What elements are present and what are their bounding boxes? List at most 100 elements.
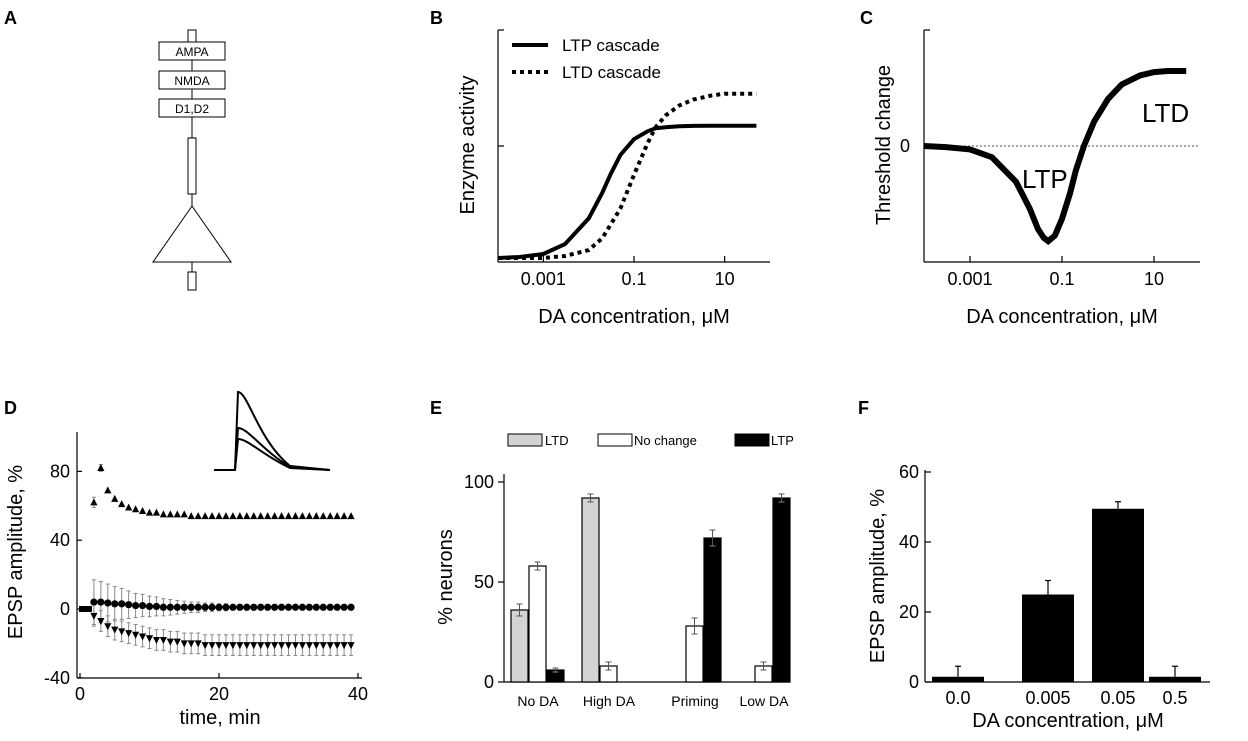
epsp-trace-medium xyxy=(234,426,331,471)
potentiated-point xyxy=(145,508,154,516)
depressed-point xyxy=(264,642,272,650)
panel-e-ylabel: % neurons xyxy=(435,529,457,625)
potentiated-point xyxy=(284,512,293,520)
panel-b-xlabel: DA concentration, μM xyxy=(538,306,730,328)
potentiated-point xyxy=(257,512,265,520)
depressed-point xyxy=(138,633,147,641)
panel-f-ytick-label: 20 xyxy=(899,602,919,622)
panel-d-xlabel: time, min xyxy=(179,707,260,729)
panel-d-marks xyxy=(79,463,355,656)
depressed-point xyxy=(347,642,355,650)
no change-point xyxy=(187,603,195,611)
depressed-point xyxy=(166,638,174,646)
panel-f-category-label: 0.0 xyxy=(945,688,970,708)
depressed-point xyxy=(229,642,237,650)
no change-point xyxy=(284,603,293,611)
panel-b-xtick-label: 10 xyxy=(715,269,735,289)
panel-e-ytick-label: 0 xyxy=(484,672,494,692)
panel-f-category-label: 0.005 xyxy=(1025,688,1070,708)
no change-point xyxy=(208,603,216,611)
no change-point xyxy=(201,603,209,611)
potentiated-point xyxy=(90,498,98,506)
no change-point xyxy=(333,603,341,611)
panel-e-category-label: No DA xyxy=(517,693,559,709)
no change-point xyxy=(97,598,105,606)
panel-e-ytick-label: 50 xyxy=(474,572,494,592)
potentiated-point xyxy=(166,510,174,518)
potentiated-point xyxy=(111,494,119,502)
receptor-box-nmda xyxy=(158,70,226,90)
depressed-point xyxy=(215,642,223,650)
receptor-box-d1d2 xyxy=(158,98,226,118)
legend-label-ltp: LTP cascade xyxy=(562,36,660,55)
depressed-point xyxy=(90,612,98,620)
panel-b: B 0.001 0.1 10 Enzyme activity DA concentr… xyxy=(430,8,770,328)
depressed-point xyxy=(104,623,112,631)
depressed-point xyxy=(340,642,348,650)
panel-d-xtick-label: 0 xyxy=(75,684,85,704)
panel-e-category-label: Priming xyxy=(671,693,718,709)
depressed-point xyxy=(194,640,202,648)
panel-b-xtick-label: 0.001 xyxy=(521,269,566,289)
panel-c-xtick-label: 0.1 xyxy=(1049,269,1074,289)
no change-point xyxy=(111,600,119,608)
no change-point xyxy=(305,603,313,611)
potentiated-point xyxy=(271,512,279,520)
panel-label-c: C xyxy=(860,8,873,28)
panel-f: F 0 20 40 60 EPSP amplitude, % DA concentra… xyxy=(858,398,1210,732)
receptor-label-nmda: NMDA xyxy=(174,74,209,88)
panel-b-xtick-label: 0.1 xyxy=(621,269,646,289)
depressed-point xyxy=(125,630,133,638)
ltp-bar xyxy=(703,537,722,683)
legend-label-ltd-bar: LTD xyxy=(545,433,569,448)
panel-f-ytick-label: 0 xyxy=(909,672,919,692)
potentiated-point xyxy=(152,508,161,516)
no change-point xyxy=(125,601,133,609)
panel-label-f: F xyxy=(858,398,869,418)
potentiated-point xyxy=(97,463,105,471)
legend-label-ltp-bar: LTP xyxy=(771,433,794,448)
legend-swatch-ltp-bar xyxy=(734,433,770,447)
ltd-bar xyxy=(581,497,600,683)
panel-d-ylabel: EPSP amplitude, % xyxy=(5,465,27,639)
legend-swatch-ltd-bar xyxy=(507,433,543,447)
panel-f-ytick-label: 60 xyxy=(899,462,919,482)
no change-point xyxy=(271,603,279,611)
depressed-point xyxy=(319,642,327,650)
depressed-point xyxy=(326,642,334,650)
potentiated-point xyxy=(298,512,306,520)
no change-point xyxy=(132,601,140,610)
panel-f-xlabel: DA concentration, μM xyxy=(972,710,1164,732)
depressed-point xyxy=(298,642,306,650)
panel-label-b: B xyxy=(430,8,443,28)
potentiated-point xyxy=(159,510,167,518)
receptor-label-d1d2: D1,D2 xyxy=(175,102,209,116)
neuron-diagram xyxy=(152,29,232,291)
panel-b-legend: LTP cascade LTD cascade xyxy=(512,36,661,82)
no change-point xyxy=(104,599,112,607)
no change-point xyxy=(145,602,154,611)
no change-point xyxy=(118,600,126,608)
depressed-point xyxy=(152,636,161,644)
potentiated-point xyxy=(118,500,126,508)
potentiated-point xyxy=(333,512,341,520)
potentiated-point xyxy=(173,510,181,518)
depressed-point xyxy=(305,642,313,650)
panel-d-xtick-label: 20 xyxy=(209,684,229,704)
potentiated-point xyxy=(180,510,188,518)
baseline-point xyxy=(82,606,89,612)
panel-e-category-label: High DA xyxy=(583,693,636,709)
receptor-label-ampa: AMPA xyxy=(175,45,208,59)
potentiated-point xyxy=(264,512,272,520)
panel-e-ytick-label: 100 xyxy=(464,472,494,492)
no change-point xyxy=(298,603,306,611)
epsp-bar xyxy=(932,676,984,682)
potentiated-point xyxy=(132,505,140,513)
potentiated-point xyxy=(326,512,334,520)
panel-c-ylabel: Threshold change xyxy=(873,65,895,225)
no change-point xyxy=(222,603,230,611)
panel-f-bars: 0.0 0.005 0.05 0.5 xyxy=(932,501,1201,708)
panel-f-category-label: 0.5 xyxy=(1162,688,1187,708)
axon-terminal xyxy=(187,271,197,291)
